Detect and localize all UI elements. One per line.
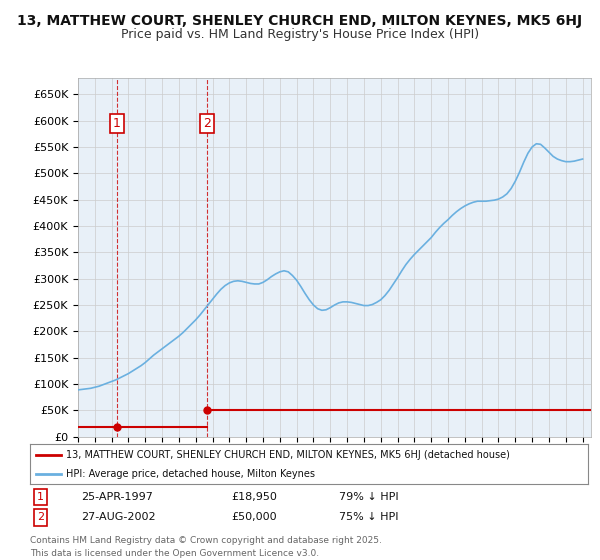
Text: 27-AUG-2002: 27-AUG-2002 [81, 512, 155, 522]
Text: 1: 1 [37, 492, 44, 502]
Text: Price paid vs. HM Land Registry's House Price Index (HPI): Price paid vs. HM Land Registry's House … [121, 28, 479, 41]
Text: 13, MATTHEW COURT, SHENLEY CHURCH END, MILTON KEYNES, MK5 6HJ (detached house): 13, MATTHEW COURT, SHENLEY CHURCH END, M… [66, 450, 510, 460]
Text: £50,000: £50,000 [231, 512, 277, 522]
Text: 2: 2 [203, 116, 211, 130]
Text: 79% ↓ HPI: 79% ↓ HPI [339, 492, 398, 502]
Text: 25-APR-1997: 25-APR-1997 [81, 492, 153, 502]
Text: Contains HM Land Registry data © Crown copyright and database right 2025.
This d: Contains HM Land Registry data © Crown c… [30, 536, 382, 558]
Text: 75% ↓ HPI: 75% ↓ HPI [339, 512, 398, 522]
Text: 1: 1 [113, 116, 121, 130]
Text: 13, MATTHEW COURT, SHENLEY CHURCH END, MILTON KEYNES, MK5 6HJ: 13, MATTHEW COURT, SHENLEY CHURCH END, M… [17, 14, 583, 28]
Text: HPI: Average price, detached house, Milton Keynes: HPI: Average price, detached house, Milt… [66, 469, 315, 479]
Text: £18,950: £18,950 [231, 492, 277, 502]
Text: 2: 2 [37, 512, 44, 522]
